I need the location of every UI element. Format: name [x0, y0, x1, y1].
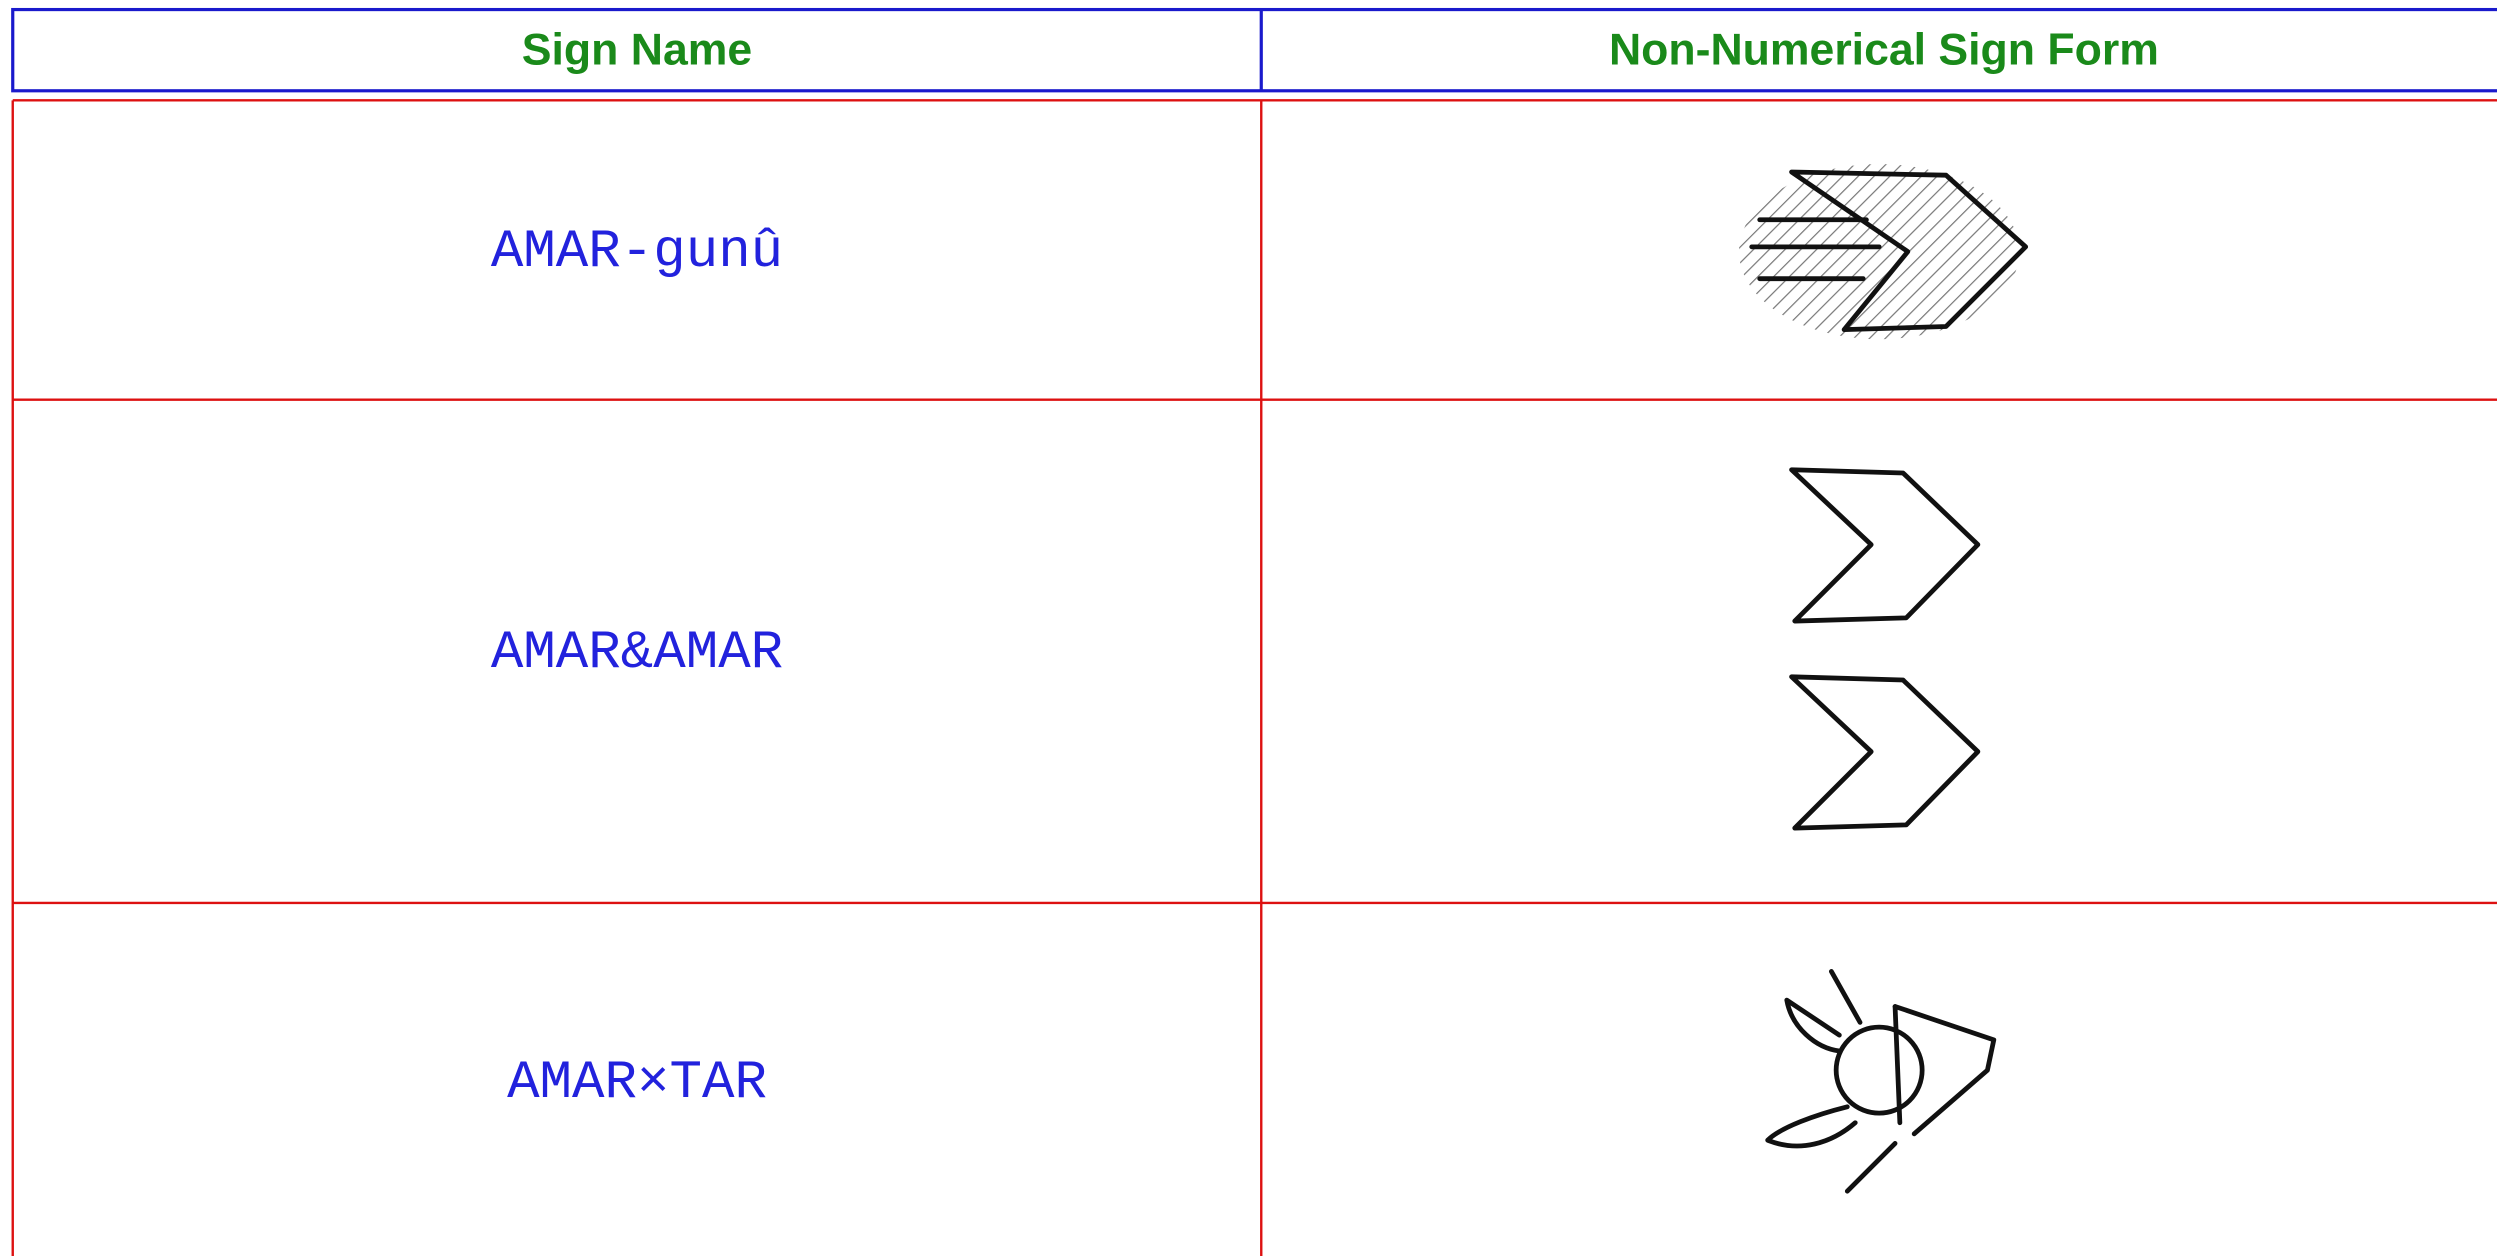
sign-name: AMAR-gunû — [491, 222, 783, 283]
sign-glyph — [1765, 969, 1997, 1194]
sign-name: AMAR×TAR — [507, 1053, 767, 1114]
body-grid — [11, 99, 2497, 1256]
column-header: Sign Name — [522, 25, 752, 74]
table: Sign Name Non-Numerical Sign Form AMAR-g… — [11, 7, 2497, 1256]
sign-name: AMAR&AMAR — [491, 623, 783, 684]
column-header: Non-Numerical Sign Form — [1609, 25, 2159, 74]
sign-glyph — [1739, 164, 2029, 340]
sign-glyph — [1789, 467, 1981, 831]
